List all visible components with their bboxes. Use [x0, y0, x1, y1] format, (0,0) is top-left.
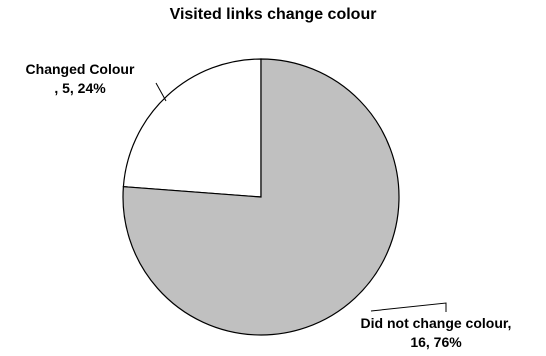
leader-line-did-not-change-colour [371, 303, 446, 312]
slice-label-line: Did not change colour, [336, 314, 536, 333]
slice-label-line: Changed Colour [0, 60, 160, 79]
slice-label-line: 16, 76% [336, 333, 536, 352]
slice-label-changed-colour: Changed Colour , 5, 24% [0, 60, 160, 98]
slice-label-did-not-change-colour: Did not change colour, 16, 76% [336, 314, 536, 352]
slice-label-line: , 5, 24% [0, 79, 160, 98]
